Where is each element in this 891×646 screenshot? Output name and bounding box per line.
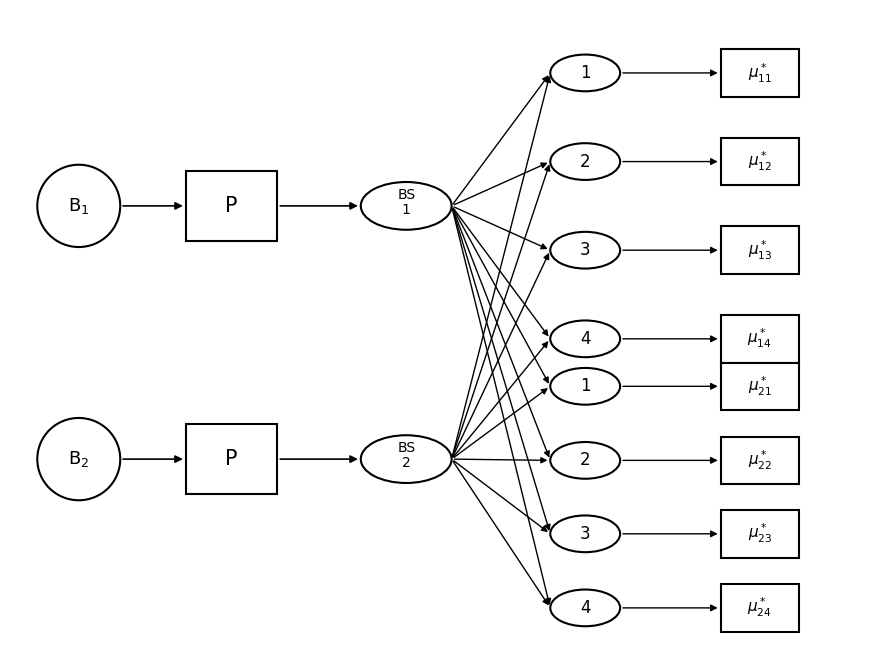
- FancyBboxPatch shape: [721, 510, 799, 557]
- Ellipse shape: [551, 516, 620, 552]
- Ellipse shape: [37, 165, 120, 247]
- FancyBboxPatch shape: [721, 437, 799, 484]
- Text: B$_2$: B$_2$: [68, 449, 89, 469]
- Ellipse shape: [551, 143, 620, 180]
- Text: P: P: [225, 196, 238, 216]
- Text: $\mu^*_{21}$: $\mu^*_{21}$: [748, 375, 772, 398]
- Ellipse shape: [551, 54, 620, 91]
- FancyBboxPatch shape: [721, 138, 799, 185]
- Ellipse shape: [361, 435, 452, 483]
- Text: $\mu^*_{14}$: $\mu^*_{14}$: [748, 328, 772, 350]
- FancyBboxPatch shape: [721, 584, 799, 632]
- Text: B$_1$: B$_1$: [68, 196, 89, 216]
- Text: 3: 3: [580, 525, 591, 543]
- Text: $\mu^*_{23}$: $\mu^*_{23}$: [748, 522, 772, 545]
- Text: BS
2: BS 2: [397, 441, 415, 470]
- Text: 2: 2: [580, 452, 591, 470]
- Ellipse shape: [551, 320, 620, 357]
- Text: 4: 4: [580, 330, 591, 348]
- FancyBboxPatch shape: [185, 424, 277, 494]
- Ellipse shape: [551, 442, 620, 479]
- FancyBboxPatch shape: [185, 171, 277, 241]
- FancyBboxPatch shape: [721, 315, 799, 362]
- Ellipse shape: [37, 418, 120, 500]
- Ellipse shape: [551, 590, 620, 626]
- Text: 1: 1: [580, 64, 591, 82]
- Text: $\mu^*_{13}$: $\mu^*_{13}$: [748, 238, 772, 262]
- FancyBboxPatch shape: [721, 362, 799, 410]
- Text: BS
1: BS 1: [397, 188, 415, 217]
- Ellipse shape: [551, 368, 620, 404]
- FancyBboxPatch shape: [721, 49, 799, 97]
- Text: 1: 1: [580, 377, 591, 395]
- Text: $\mu^*_{11}$: $\mu^*_{11}$: [748, 61, 772, 85]
- FancyBboxPatch shape: [721, 227, 799, 274]
- Text: $\mu^*_{22}$: $\mu^*_{22}$: [748, 449, 772, 472]
- Text: $\mu^*_{24}$: $\mu^*_{24}$: [748, 596, 772, 620]
- Text: 3: 3: [580, 241, 591, 259]
- Text: 4: 4: [580, 599, 591, 617]
- Text: P: P: [225, 449, 238, 469]
- Ellipse shape: [551, 232, 620, 269]
- Ellipse shape: [361, 182, 452, 230]
- Text: $\mu^*_{12}$: $\mu^*_{12}$: [748, 150, 772, 173]
- Text: 2: 2: [580, 152, 591, 171]
